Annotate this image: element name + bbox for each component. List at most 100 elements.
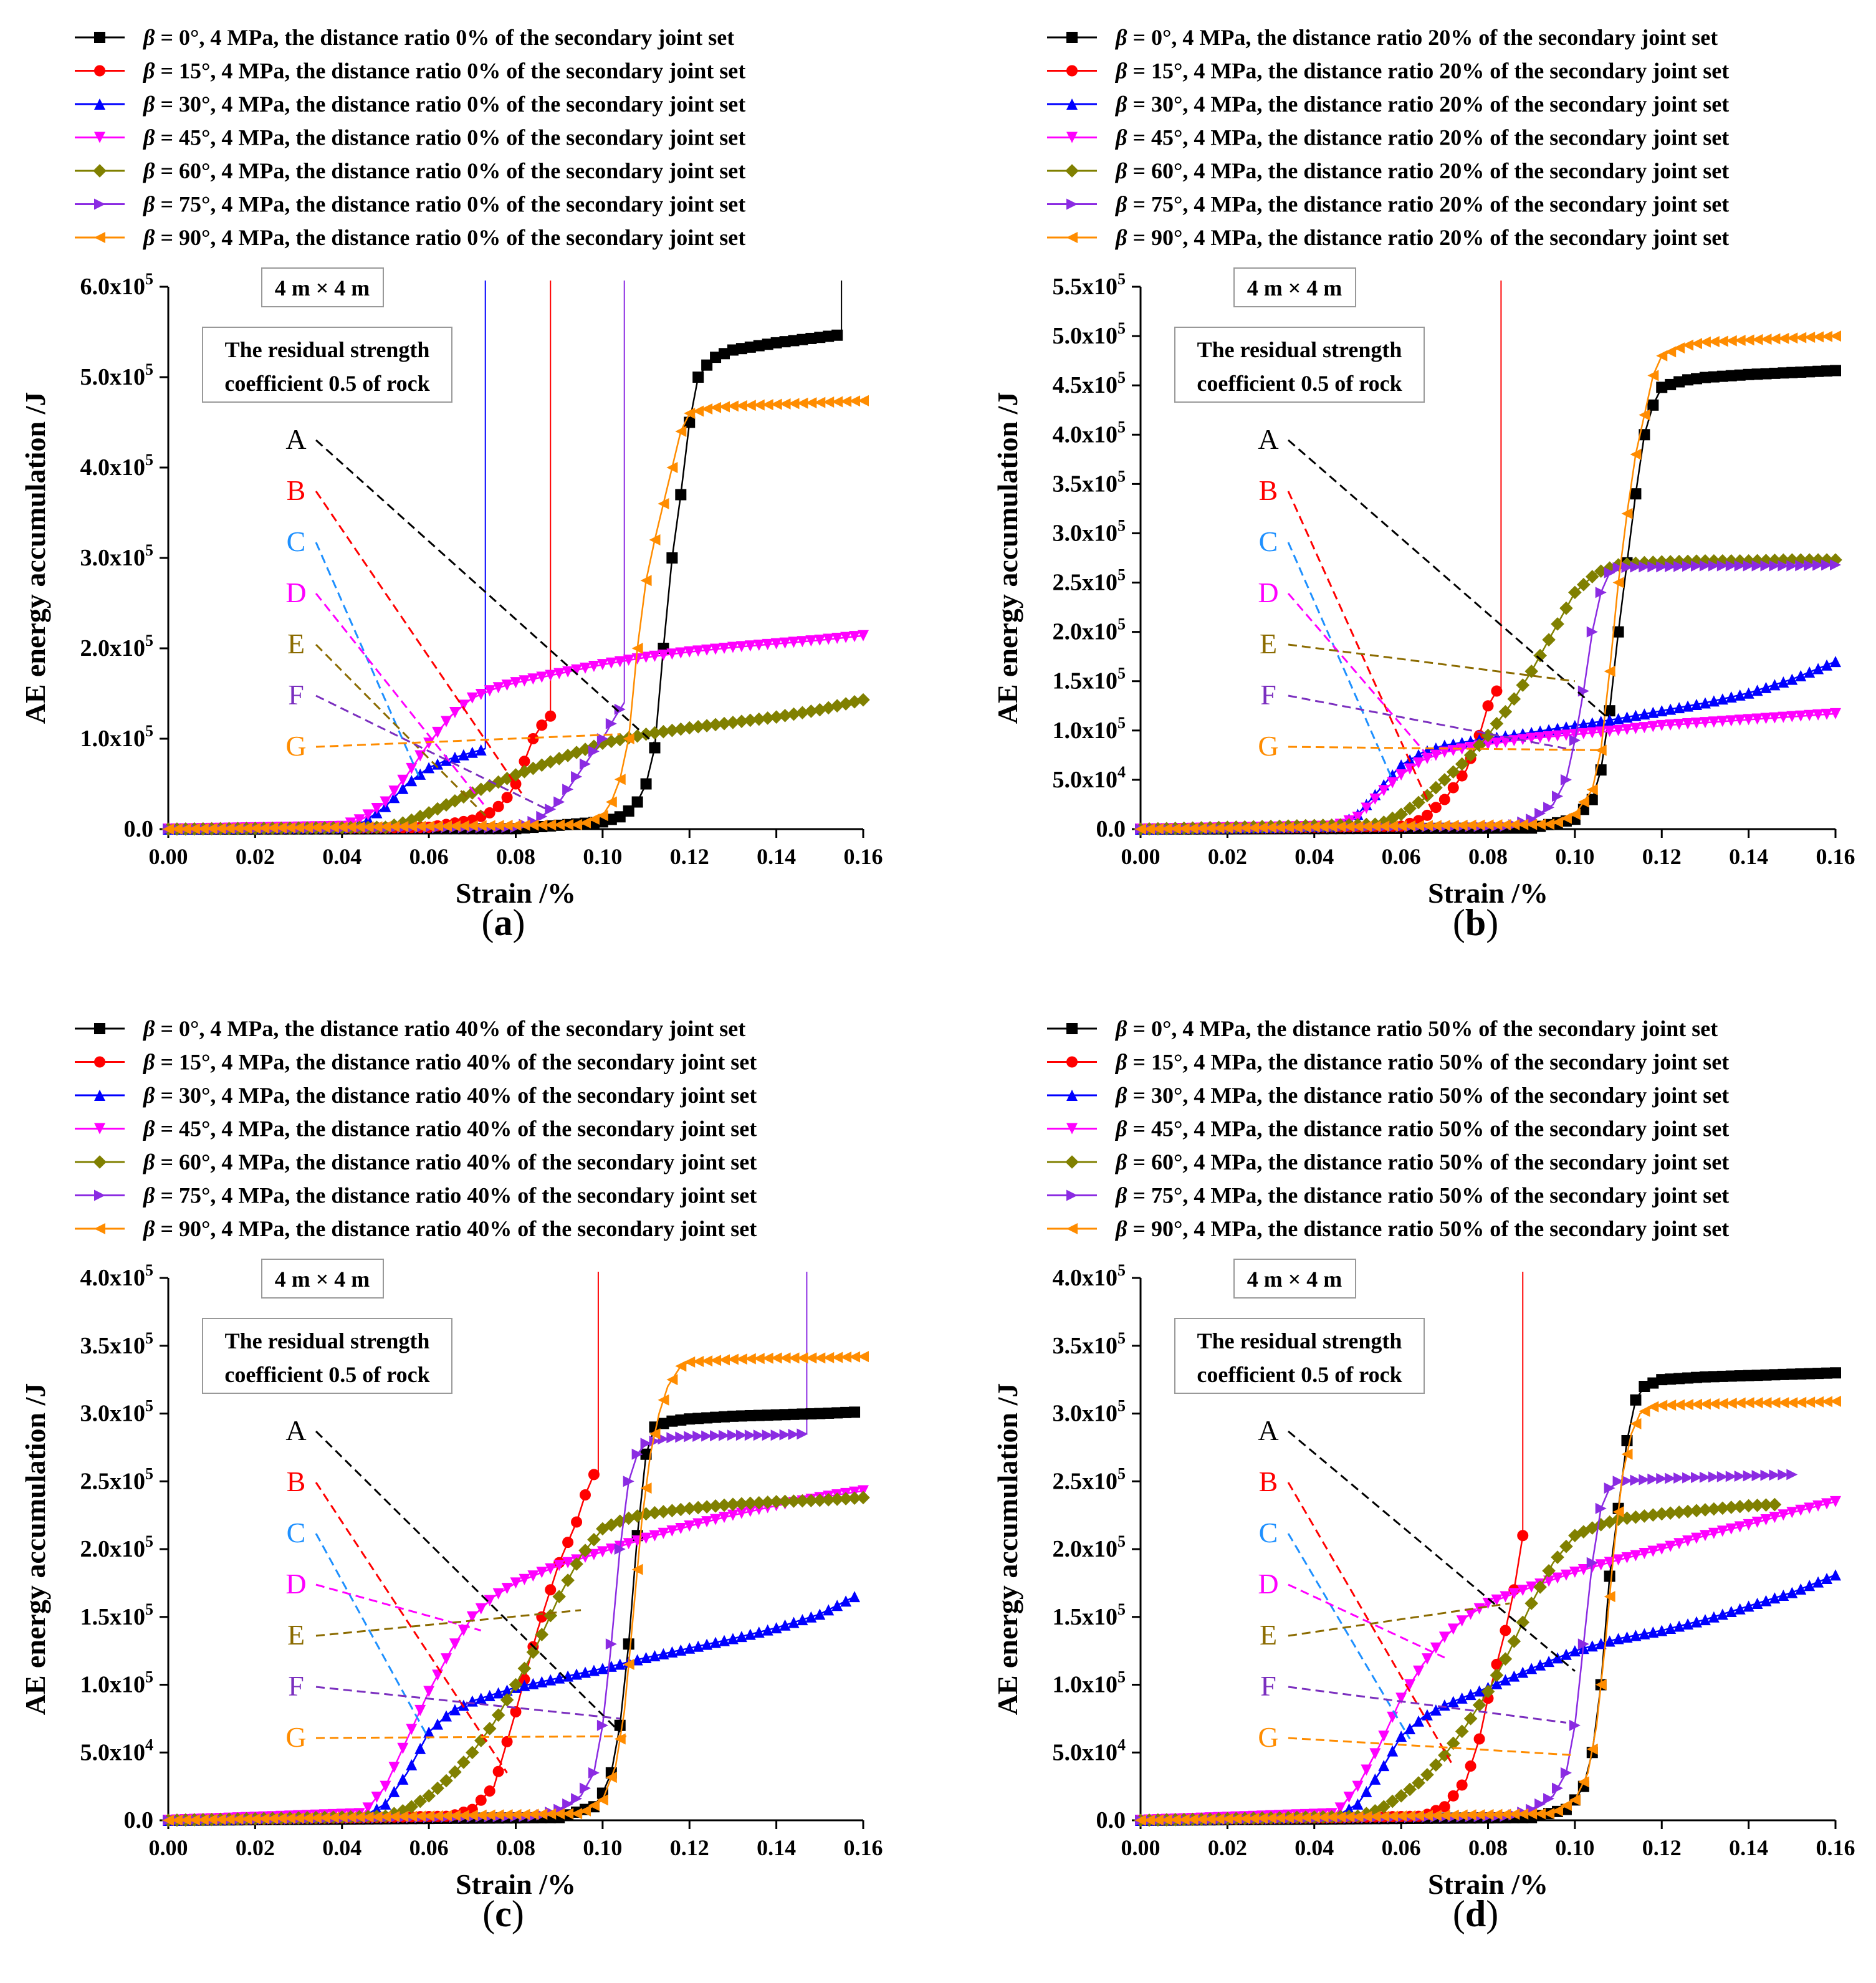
data-point: [1725, 335, 1737, 347]
data-point: [849, 1406, 861, 1418]
data-point: [735, 641, 747, 653]
data-point: [1656, 1400, 1668, 1411]
data-point: [1795, 1583, 1807, 1595]
x-axis-title: Strain /%: [456, 1868, 576, 1900]
data-point: [1812, 663, 1824, 675]
data-point: [275, 1813, 287, 1825]
data-point: [553, 668, 565, 679]
data-point: [631, 653, 643, 665]
y-tick-label: 5.0x105: [80, 360, 154, 390]
data-point: [1473, 1733, 1485, 1745]
data-point: [1734, 369, 1746, 381]
data-point: [831, 329, 843, 341]
data-point: [1560, 1767, 1572, 1779]
data-point: [545, 804, 557, 815]
data-point: [753, 1626, 765, 1638]
data-point: [1559, 1539, 1573, 1553]
data-point: [1524, 1596, 1538, 1610]
data-point: [1734, 714, 1746, 726]
data-point: [1352, 1798, 1364, 1810]
data-point: [788, 1616, 800, 1628]
legend-entry: β = 15°, 4 MPa, the distance ratio 40% o…: [142, 1050, 757, 1075]
data-point: [1361, 1785, 1372, 1797]
data-point: [1369, 793, 1381, 805]
data-point: [1760, 713, 1772, 724]
data-point: [1352, 1811, 1364, 1823]
chart-legend: β = 0°, 4 MPa, the distance ratio 20% of…: [1047, 25, 1729, 250]
data-point: [397, 782, 409, 794]
data-point: [840, 395, 852, 407]
x-tick-label: 0.12: [1642, 844, 1682, 869]
data-point: [362, 1811, 374, 1823]
data-point: [249, 822, 261, 834]
data-point: [1734, 1521, 1746, 1533]
data-point: [536, 1676, 548, 1688]
callout-b: B: [1259, 1466, 1278, 1497]
callout-leader-g: [315, 733, 620, 748]
data-point: [823, 1407, 835, 1419]
data-point: [1569, 1719, 1581, 1731]
data-point: [1716, 1471, 1728, 1482]
data-point: [779, 1352, 791, 1364]
data-point: [587, 1532, 601, 1547]
data-point: [1673, 702, 1685, 714]
series-45: [1135, 1496, 1841, 1826]
data-point: [1317, 821, 1329, 833]
data-point: [1725, 1523, 1737, 1535]
data-point: [1830, 1367, 1841, 1379]
data-point: [588, 1800, 600, 1812]
y-tick-label: 3.0x105: [1053, 516, 1126, 546]
x-tick-label: 0.10: [1555, 844, 1594, 869]
data-point: [1691, 560, 1702, 572]
data-point: [543, 755, 558, 769]
data-point: [1751, 368, 1763, 380]
y-tick-label: 6.0x105: [80, 270, 154, 300]
data-point: [1421, 809, 1433, 821]
data-point: [423, 737, 435, 749]
legend-entry: β = 15°, 4 MPa, the distance ratio 0% of…: [142, 59, 745, 84]
data-point: [744, 1496, 757, 1510]
data-point: [397, 820, 409, 832]
data-point: [1604, 714, 1615, 726]
y-axis-title: AE energy accumulation /J: [992, 392, 1023, 724]
data-point: [1456, 770, 1468, 782]
data-point: [823, 633, 835, 645]
callout-b: B: [287, 1466, 306, 1497]
data-point: [1569, 1645, 1581, 1657]
data-point: [562, 1798, 574, 1810]
callout-f: F: [1260, 1670, 1276, 1702]
data-point: [649, 1530, 661, 1542]
data-point: [1187, 1813, 1199, 1825]
data-point: [788, 1429, 800, 1441]
data-point: [1716, 693, 1728, 705]
data-point: [1577, 1776, 1589, 1788]
data-point: [1639, 1474, 1650, 1486]
data-point: [336, 1812, 348, 1823]
legend-marker-circle: [94, 65, 105, 77]
data-point: [1517, 1666, 1529, 1678]
data-point: [1612, 724, 1624, 736]
data-point: [1778, 1368, 1789, 1380]
data-point: [1656, 1472, 1668, 1484]
data-point: [1500, 1808, 1511, 1820]
data-point: [501, 792, 513, 804]
x-tick-label: 0.14: [757, 844, 796, 869]
data-point: [1647, 1545, 1659, 1557]
data-point: [500, 1693, 514, 1707]
x-tick-label: 0.00: [149, 1835, 188, 1860]
x-tick-label: 0.12: [1642, 1835, 1682, 1860]
data-point: [658, 1394, 669, 1406]
data-point: [1691, 718, 1702, 729]
data-point: [552, 1590, 566, 1603]
data-point: [1465, 1608, 1476, 1620]
data-point: [1456, 1779, 1468, 1791]
data-point: [171, 1814, 183, 1826]
data-point: [571, 771, 583, 782]
data-point: [561, 1573, 575, 1587]
data-point: [648, 1505, 662, 1520]
data-point: [1447, 1696, 1459, 1707]
data-point: [1456, 1615, 1468, 1627]
data-point: [536, 671, 548, 683]
legend-entry: β = 75°, 4 MPa, the distance ratio 20% o…: [1114, 192, 1729, 217]
data-point: [1812, 1368, 1824, 1380]
